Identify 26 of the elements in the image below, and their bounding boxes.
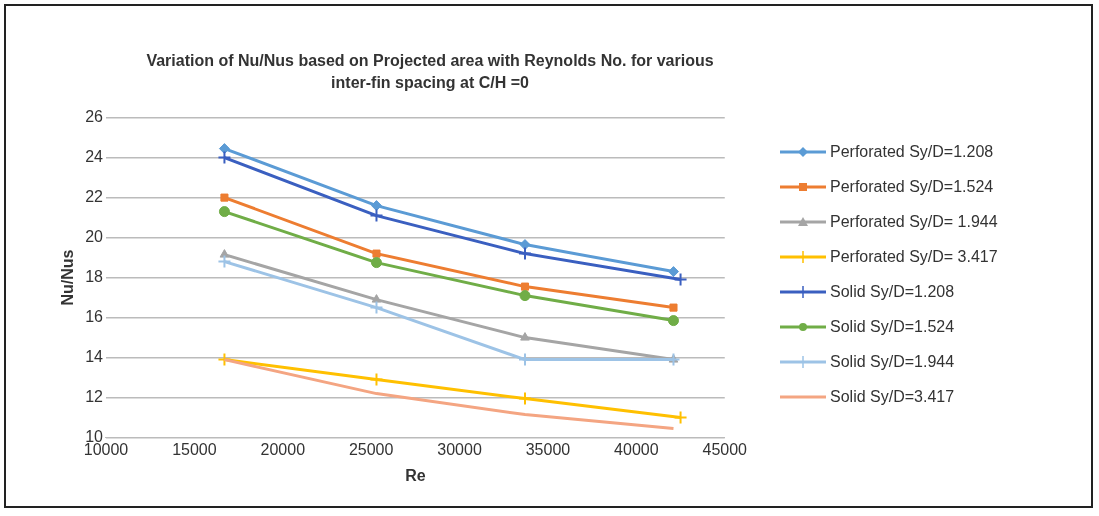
y-tick-label: 16 — [85, 308, 104, 326]
legend-label: Perforated Sy/D= 1.944 — [830, 212, 998, 231]
y-tick-label: 24 — [85, 148, 104, 166]
x-tick-label: 30000 — [437, 440, 482, 458]
legend-label: Solid Sy/D=1.208 — [830, 282, 955, 301]
x-tick-label: 15000 — [172, 440, 217, 458]
legend-label: Perforated Sy/D=1.524 — [830, 177, 994, 196]
y-tick-label: 20 — [85, 228, 104, 246]
y-tick-label: 14 — [85, 348, 104, 366]
y-tick-label: 12 — [85, 388, 104, 406]
x-tick-label: 35000 — [525, 440, 571, 458]
y-axis-title: Nu/Nus — [59, 249, 77, 306]
legend-label: Solid Sy/D=3.417 — [830, 387, 955, 406]
x-axis-title: Re — [405, 466, 426, 484]
legend-label: Perforated Sy/D=1.208 — [830, 142, 994, 161]
legend-label: Solid Sy/D=1.524 — [830, 317, 955, 336]
x-tick-label: 40000 — [614, 440, 659, 458]
legend-label: Perforated Sy/D= 3.417 — [830, 247, 998, 266]
x-tick-label: 45000 — [702, 440, 748, 458]
y-tick-label: 18 — [85, 268, 104, 286]
x-tick-label: 20000 — [260, 440, 306, 458]
chart-title: Variation of Nu/Nus based on Projected area with Reynolds No. for various inter-fin spacing at C/H =0 — [145, 51, 715, 93]
y-tick-label: 22 — [85, 188, 104, 206]
legend-label: Solid Sy/D=1.944 — [830, 352, 955, 371]
x-tick-label: 25000 — [348, 440, 394, 458]
y-tick-label: 26 — [85, 108, 104, 126]
